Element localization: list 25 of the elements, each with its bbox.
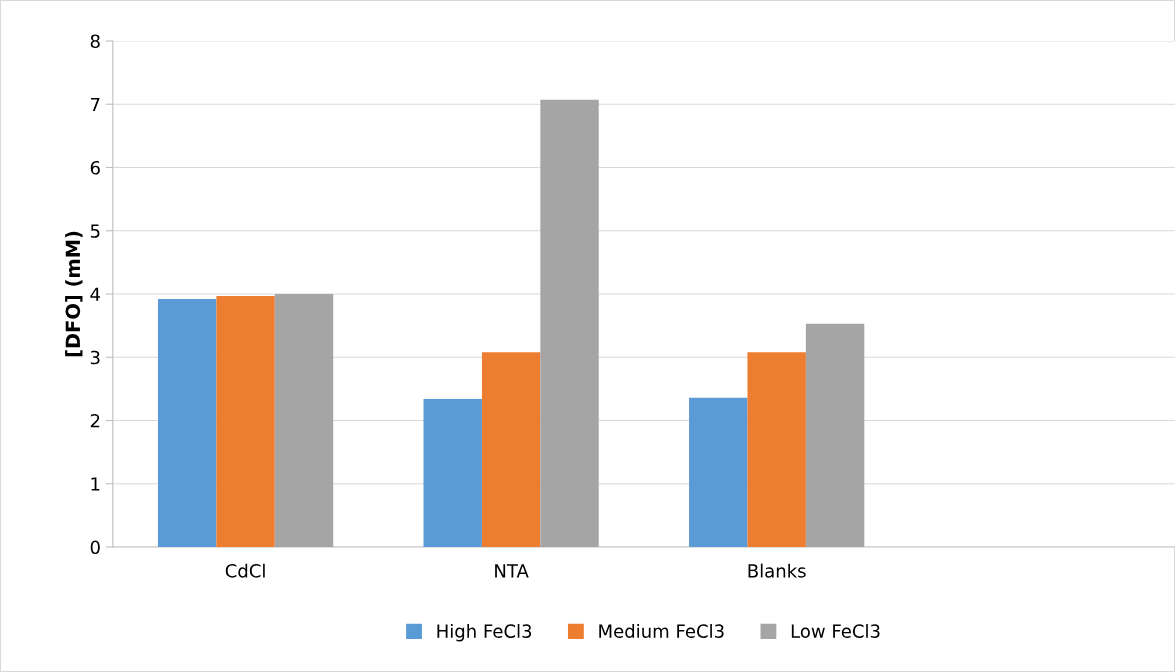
bar: [216, 295, 275, 548]
y-axis-title: [DFO] (mM): [65, 231, 83, 357]
y-tick-label: 3: [90, 350, 100, 365]
y-tick-label: 8: [90, 34, 100, 49]
legend-label: Low FeCl3: [791, 623, 880, 638]
y-tick-label: 2: [90, 413, 100, 428]
x-tick-label: Blanks: [748, 563, 806, 578]
bar: [481, 352, 541, 548]
bar: [274, 294, 334, 548]
bar: [805, 323, 865, 548]
y-tick-label: 5: [90, 224, 100, 238]
bar: [423, 399, 482, 548]
y-tick-label: 0: [90, 540, 100, 555]
x-tick-label: NTA: [495, 564, 529, 578]
legend-label: Medium FeCl3: [599, 623, 724, 638]
legend-label: High FeCl3: [437, 623, 532, 642]
y-tick-label: 1: [91, 477, 100, 491]
bar: [747, 352, 806, 548]
bar: [689, 397, 748, 548]
y-tick-label: 7: [90, 97, 100, 112]
x-tick-label: CdCl: [225, 563, 265, 578]
y-tick-label: 4: [90, 287, 100, 301]
bar: [540, 99, 599, 548]
y-tick-label: 6: [90, 160, 100, 175]
bar: [157, 299, 217, 548]
